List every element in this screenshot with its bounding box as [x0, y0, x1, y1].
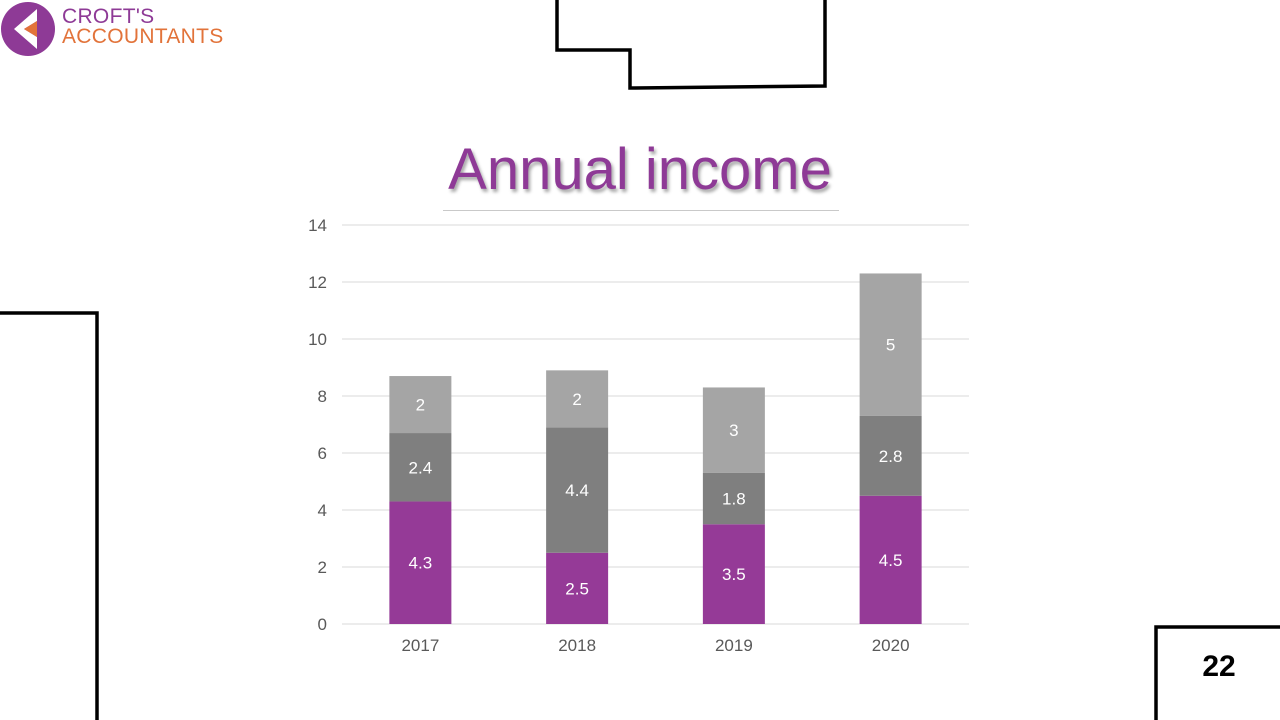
data-label: 2 [572, 390, 581, 409]
bar-segment [859, 495, 922, 624]
data-label: 2 [416, 396, 425, 415]
data-label: 4.3 [409, 554, 433, 573]
data-label: 4.4 [565, 481, 589, 500]
y-tick-label: 2 [318, 558, 327, 577]
logo-mark-icon [1, 2, 55, 56]
data-label: 4.5 [879, 551, 903, 570]
x-tick-label: 2018 [558, 636, 596, 655]
logo-text-line2: ACCOUNTANTS [62, 25, 224, 48]
bar-segment [702, 387, 765, 473]
y-tick-label: 4 [318, 501, 327, 520]
page-number: 22 [1202, 650, 1236, 683]
title-underline [443, 210, 839, 211]
x-tick-label: 2020 [872, 636, 910, 655]
bar-segment [702, 524, 765, 624]
slide-title: Annual income [448, 137, 832, 202]
data-label: 2.8 [879, 447, 903, 466]
data-label: 2.5 [565, 579, 589, 598]
y-tick-label: 10 [308, 330, 327, 349]
bar-segment [546, 370, 609, 428]
data-label: 3.5 [722, 565, 746, 584]
bar-segment [546, 427, 609, 553]
y-tick-label: 14 [308, 216, 327, 235]
stacked-bar-chart: 0 2 4 6 8 10 12 14 4.3 2.4 2 2017 2.5 4.4 2 2018 3.5 1.8 3… [308, 216, 969, 655]
y-tick-label: 6 [318, 444, 327, 463]
top-frame-line [555, 0, 827, 90]
left-frame-line [0, 311, 99, 720]
x-tick-label: 2019 [715, 636, 753, 655]
logo-text-line1: CROFT'S [62, 5, 155, 28]
bar-segment [702, 472, 765, 525]
data-label: 3 [729, 421, 738, 440]
y-tick-label: 0 [318, 615, 327, 634]
bar-segment [389, 501, 452, 624]
data-label: 2.4 [409, 458, 433, 477]
y-tick-label: 8 [318, 387, 327, 406]
bar-segment [859, 273, 922, 416]
data-label: 5 [886, 336, 895, 355]
bar-segment [546, 552, 609, 624]
bar-segment [859, 415, 922, 496]
bar-segment [389, 376, 452, 434]
logo-wordmark: CROFT'S ACCOUNTANTS [62, 5, 224, 48]
x-tick-label: 2017 [401, 636, 439, 655]
bar-segment [389, 433, 452, 502]
y-tick-label: 12 [308, 273, 327, 292]
data-label: 1.8 [722, 490, 746, 509]
company-logo: CROFT'S ACCOUNTANTS [0, 0, 230, 60]
